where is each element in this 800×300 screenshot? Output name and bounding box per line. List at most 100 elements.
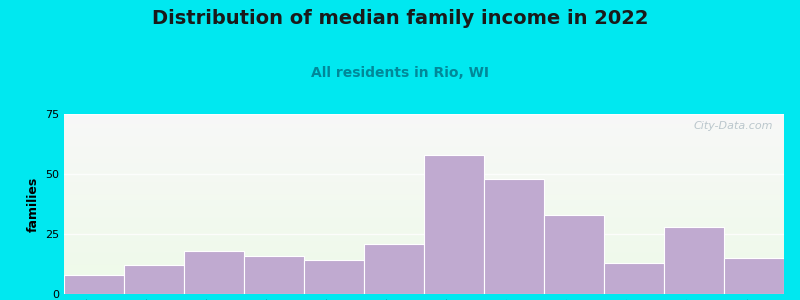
Bar [64, 237, 784, 238]
Bar [64, 199, 784, 200]
Bar [64, 192, 784, 193]
Bar [64, 227, 784, 228]
Bar [64, 244, 784, 245]
Bar [64, 253, 784, 254]
Bar [64, 179, 784, 180]
Bar [64, 230, 784, 231]
Bar [64, 228, 784, 229]
Bar [64, 136, 784, 137]
Bar [64, 265, 784, 266]
Bar [64, 171, 784, 172]
Bar [64, 123, 784, 124]
Bar [64, 278, 784, 279]
Bar [64, 233, 784, 234]
Bar [64, 250, 784, 251]
Bar [64, 254, 784, 255]
Bar [64, 182, 784, 183]
Bar [64, 291, 784, 292]
Bar [64, 173, 784, 174]
Bar [64, 130, 784, 131]
Bar [64, 248, 784, 249]
Bar [64, 139, 784, 140]
Bar [64, 161, 784, 162]
Bar [64, 152, 784, 153]
Bar [64, 213, 784, 214]
Bar [64, 217, 784, 218]
Bar [64, 285, 784, 286]
Bar [64, 240, 784, 241]
Bar [64, 174, 784, 175]
Bar [64, 290, 784, 291]
Bar [64, 143, 784, 144]
Bar [64, 162, 784, 163]
Bar [64, 220, 784, 221]
Bar [64, 222, 784, 223]
Bar [64, 275, 124, 294]
Bar [184, 251, 244, 294]
Bar [64, 115, 784, 116]
Bar [64, 149, 784, 150]
Bar [64, 163, 784, 164]
Bar [64, 168, 784, 169]
Bar [64, 117, 784, 118]
Text: City-Data.com: City-Data.com [694, 121, 773, 131]
Bar [64, 164, 784, 165]
Bar [124, 265, 184, 294]
Bar [64, 260, 784, 261]
Bar [64, 157, 784, 158]
Text: Distribution of median family income in 2022: Distribution of median family income in … [152, 9, 648, 28]
Bar [604, 263, 664, 294]
Bar [64, 235, 784, 236]
Bar [64, 191, 784, 192]
Bar [64, 125, 784, 126]
Bar [64, 218, 784, 219]
Bar [64, 140, 784, 141]
Bar [64, 262, 784, 263]
Bar [64, 234, 784, 235]
Bar [64, 198, 784, 199]
Bar [64, 172, 784, 173]
Bar [64, 266, 784, 267]
Bar [64, 256, 784, 257]
Bar [64, 293, 784, 294]
Bar [64, 186, 784, 187]
Bar [64, 215, 784, 216]
Bar [64, 134, 784, 135]
Bar [64, 286, 784, 287]
Bar [64, 249, 784, 250]
Bar [64, 183, 784, 184]
Bar [64, 144, 784, 145]
Bar [64, 132, 784, 133]
Bar [64, 221, 784, 222]
Bar [64, 193, 784, 194]
Bar [64, 288, 784, 289]
Bar [64, 189, 784, 190]
Bar [64, 205, 784, 206]
Bar [64, 263, 784, 264]
Bar [64, 279, 784, 280]
Bar [64, 270, 784, 271]
Bar [64, 180, 784, 181]
Bar [64, 120, 784, 121]
Bar [64, 147, 784, 148]
Bar [544, 215, 604, 294]
Bar [64, 121, 784, 122]
Bar [64, 268, 784, 269]
Bar [364, 244, 424, 294]
Bar [64, 195, 784, 196]
Bar [64, 236, 784, 237]
Bar [64, 188, 784, 189]
Bar [64, 243, 784, 244]
Bar [64, 127, 784, 128]
Bar [64, 169, 784, 170]
Bar [64, 226, 784, 227]
Bar [64, 201, 784, 202]
Bar [64, 153, 784, 154]
Bar [64, 207, 784, 208]
Bar [64, 264, 784, 265]
Bar [64, 257, 784, 258]
Bar [64, 258, 784, 259]
Bar [64, 128, 784, 129]
Bar [64, 224, 784, 225]
Bar [64, 196, 784, 197]
